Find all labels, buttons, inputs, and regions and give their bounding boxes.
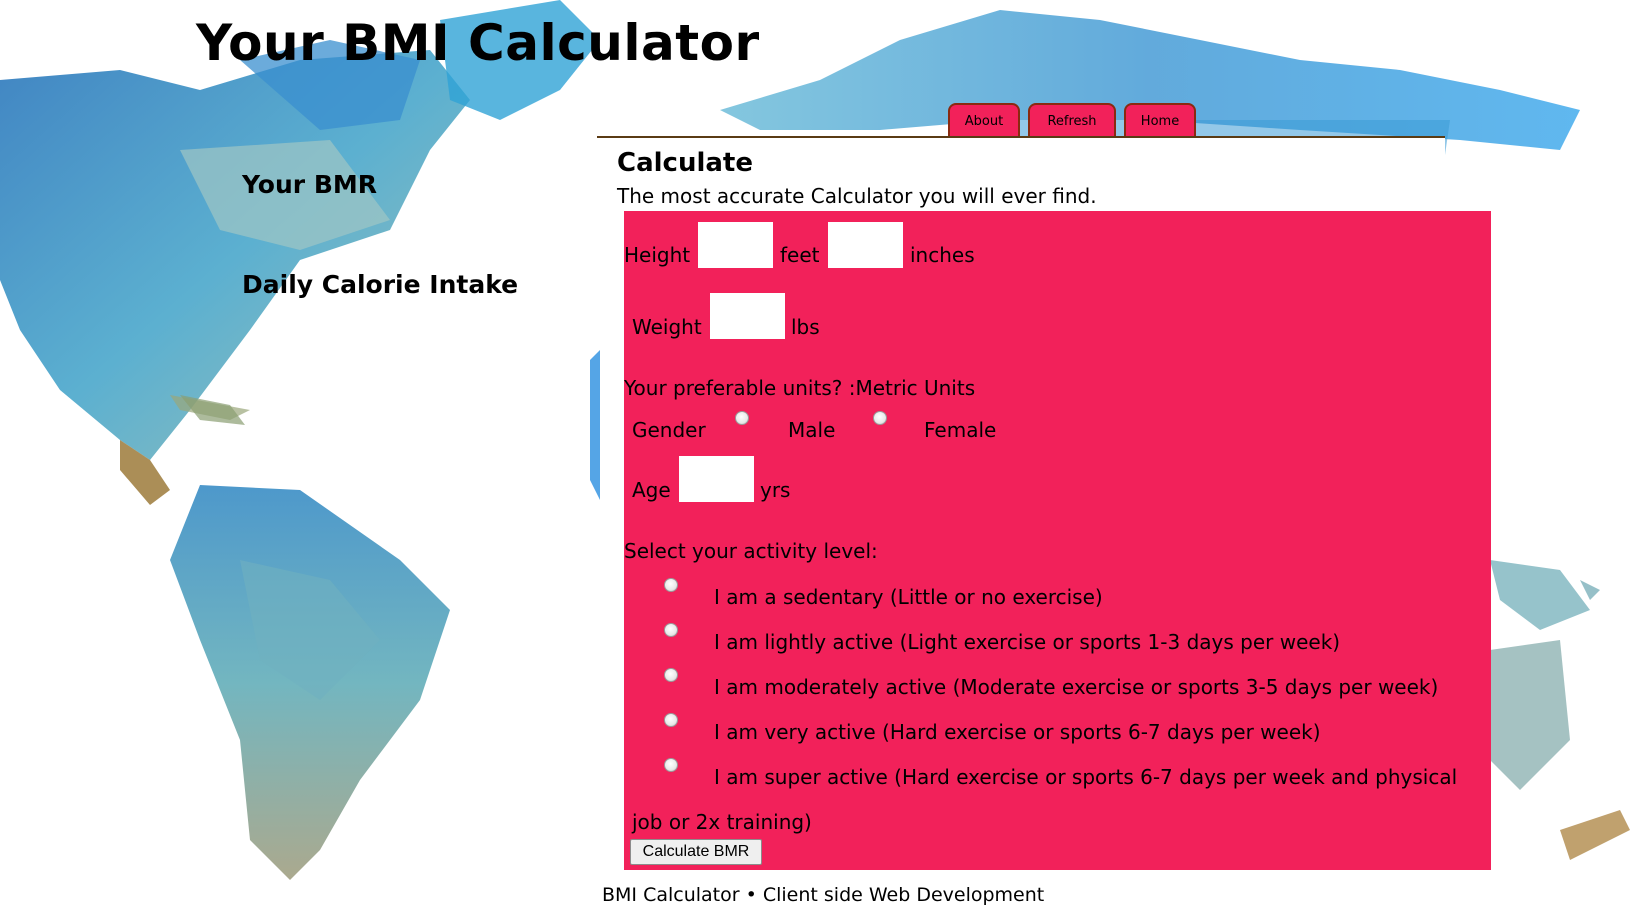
inches-label: inches (910, 243, 975, 267)
feet-label: feet (780, 243, 820, 267)
height-label: Height (624, 243, 691, 267)
weight-input[interactable] (710, 293, 785, 339)
activity-light-radio[interactable] (664, 623, 678, 637)
activity-very-radio[interactable] (664, 713, 678, 727)
tab-about[interactable]: About (948, 103, 1020, 137)
nav-tabs: About Refresh Home (948, 103, 1204, 137)
female-label: Female (924, 418, 997, 442)
activity-super-radio[interactable] (664, 758, 678, 772)
footer-text: BMI Calculator • Client side Web Develop… (602, 884, 1045, 906)
bmr-form: Height feet inches Weight lbs Your prefe… (624, 211, 1491, 870)
your-bmr-label: Your BMR (242, 170, 377, 199)
activity-option-label: I am moderately active (Moderate exercis… (714, 675, 1439, 699)
calculate-bmr-button[interactable]: Calculate BMR (630, 839, 762, 865)
activity-option-label: I am a sedentary (Little or no exercise) (714, 585, 1103, 609)
height-feet-input[interactable] (698, 222, 773, 268)
panel-subtitle: The most accurate Calculator you will ev… (617, 184, 1097, 208)
panel-title: Calculate (617, 148, 753, 178)
activity-option-label-continued: job or 2x training) (632, 810, 812, 834)
daily-calorie-intake-label: Daily Calorie Intake (242, 270, 519, 299)
male-label: Male (788, 418, 836, 442)
weight-label: Weight (632, 315, 702, 339)
gender-female-radio[interactable] (873, 411, 887, 425)
activity-option-label: I am very active (Hard exercise or sport… (714, 720, 1321, 744)
age-input[interactable] (679, 456, 754, 502)
activity-label: Select your activity level: (624, 539, 878, 563)
age-label: Age (632, 478, 671, 502)
yrs-label: yrs (760, 478, 791, 502)
activity-moderate-radio[interactable] (664, 668, 678, 682)
tab-home[interactable]: Home (1124, 103, 1196, 137)
calculate-panel: Calculate The most accurate Calculator y… (597, 136, 1445, 214)
activity-option-label: I am super active (Hard exercise or spor… (714, 765, 1458, 789)
gender-label: Gender (632, 418, 706, 442)
lbs-label: lbs (791, 315, 820, 339)
page-title: Your BMI Calculator (196, 14, 760, 72)
activity-option-label: I am lightly active (Light exercise or s… (714, 630, 1341, 654)
activity-sedentary-radio[interactable] (664, 578, 678, 592)
tab-refresh[interactable]: Refresh (1028, 103, 1116, 137)
height-inches-input[interactable] (828, 222, 903, 268)
gender-male-radio[interactable] (735, 411, 749, 425)
units-label: Your preferable units? :Metric Units (624, 376, 976, 400)
